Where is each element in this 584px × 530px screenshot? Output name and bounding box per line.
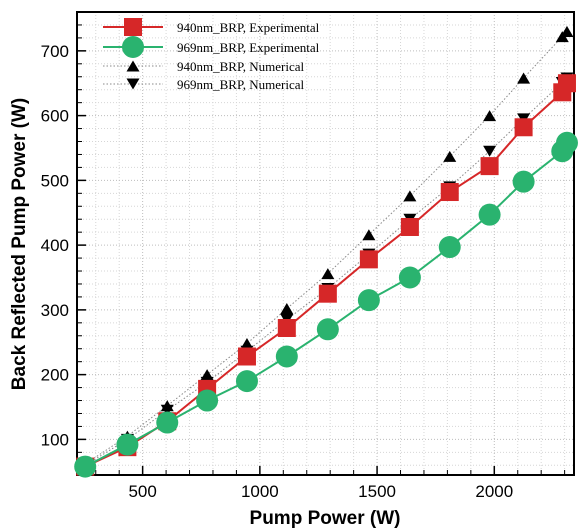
y-tick-label: 400 <box>41 236 69 255</box>
data-point <box>443 150 457 162</box>
y-axis-title: Back Reflected Pump Power (W) <box>9 98 30 390</box>
axis-ticks: 500 1000 1500 2000 100 200 300 400 500 600 700 <box>41 24 566 501</box>
data-point <box>235 370 258 393</box>
data-point <box>480 157 499 176</box>
legend: 940nm_BRP, Experimental 969nm_BRP, Experi… <box>103 18 320 92</box>
data-point <box>512 170 535 193</box>
x-tick-label: 1000 <box>241 482 279 501</box>
data-point <box>403 190 417 202</box>
x-tick-label: 1500 <box>358 482 396 501</box>
data-point <box>277 319 296 338</box>
x-tick-label: 2000 <box>475 482 513 501</box>
data-point <box>196 389 219 412</box>
data-point <box>400 217 419 236</box>
data-point <box>483 110 497 122</box>
data-point <box>398 266 421 289</box>
data-point <box>440 183 459 202</box>
data-point <box>156 411 179 434</box>
data-point <box>321 268 335 280</box>
data-point <box>357 289 380 312</box>
data-point <box>557 74 576 93</box>
y-tick-label: 200 <box>41 366 69 385</box>
y-tick-label: 700 <box>41 42 69 61</box>
grid <box>77 12 574 475</box>
data-point <box>116 433 139 456</box>
y-tick-label: 600 <box>41 107 69 126</box>
data-point <box>438 236 461 259</box>
legend-label: 940nm_BRP, Experimental <box>177 20 320 35</box>
legend-marker <box>126 60 140 72</box>
data-point <box>280 303 294 315</box>
series-layer <box>74 25 578 478</box>
legend-marker <box>126 78 140 90</box>
x-axis-title: Pump Power (W) <box>250 508 401 529</box>
x-tick-label: 500 <box>128 482 156 501</box>
series-line <box>84 31 568 465</box>
data-point <box>160 404 174 416</box>
series-1 <box>74 131 578 478</box>
legend-label: 969nm_BRP, Experimental <box>177 40 320 55</box>
y-tick-label: 500 <box>41 171 69 190</box>
legend-label: 969nm_BRP, Numerical <box>177 77 304 92</box>
y-tick-label: 100 <box>41 430 69 449</box>
legend-marker <box>124 18 142 36</box>
data-point <box>275 345 298 368</box>
data-point <box>483 145 497 157</box>
data-point <box>74 455 97 478</box>
data-point <box>478 203 501 226</box>
data-point <box>555 131 578 154</box>
series-2 <box>78 25 574 470</box>
data-point <box>237 347 256 366</box>
data-point <box>318 284 337 303</box>
y-tick-label: 300 <box>41 301 69 320</box>
data-point <box>362 229 376 241</box>
data-point <box>517 72 531 84</box>
data-point <box>514 118 533 137</box>
legend-label: 940nm_BRP, Numerical <box>177 59 304 74</box>
legend-marker <box>122 36 144 58</box>
data-point <box>560 25 574 37</box>
plot-frame <box>76 11 575 476</box>
data-point <box>316 318 339 341</box>
data-point <box>359 250 378 269</box>
